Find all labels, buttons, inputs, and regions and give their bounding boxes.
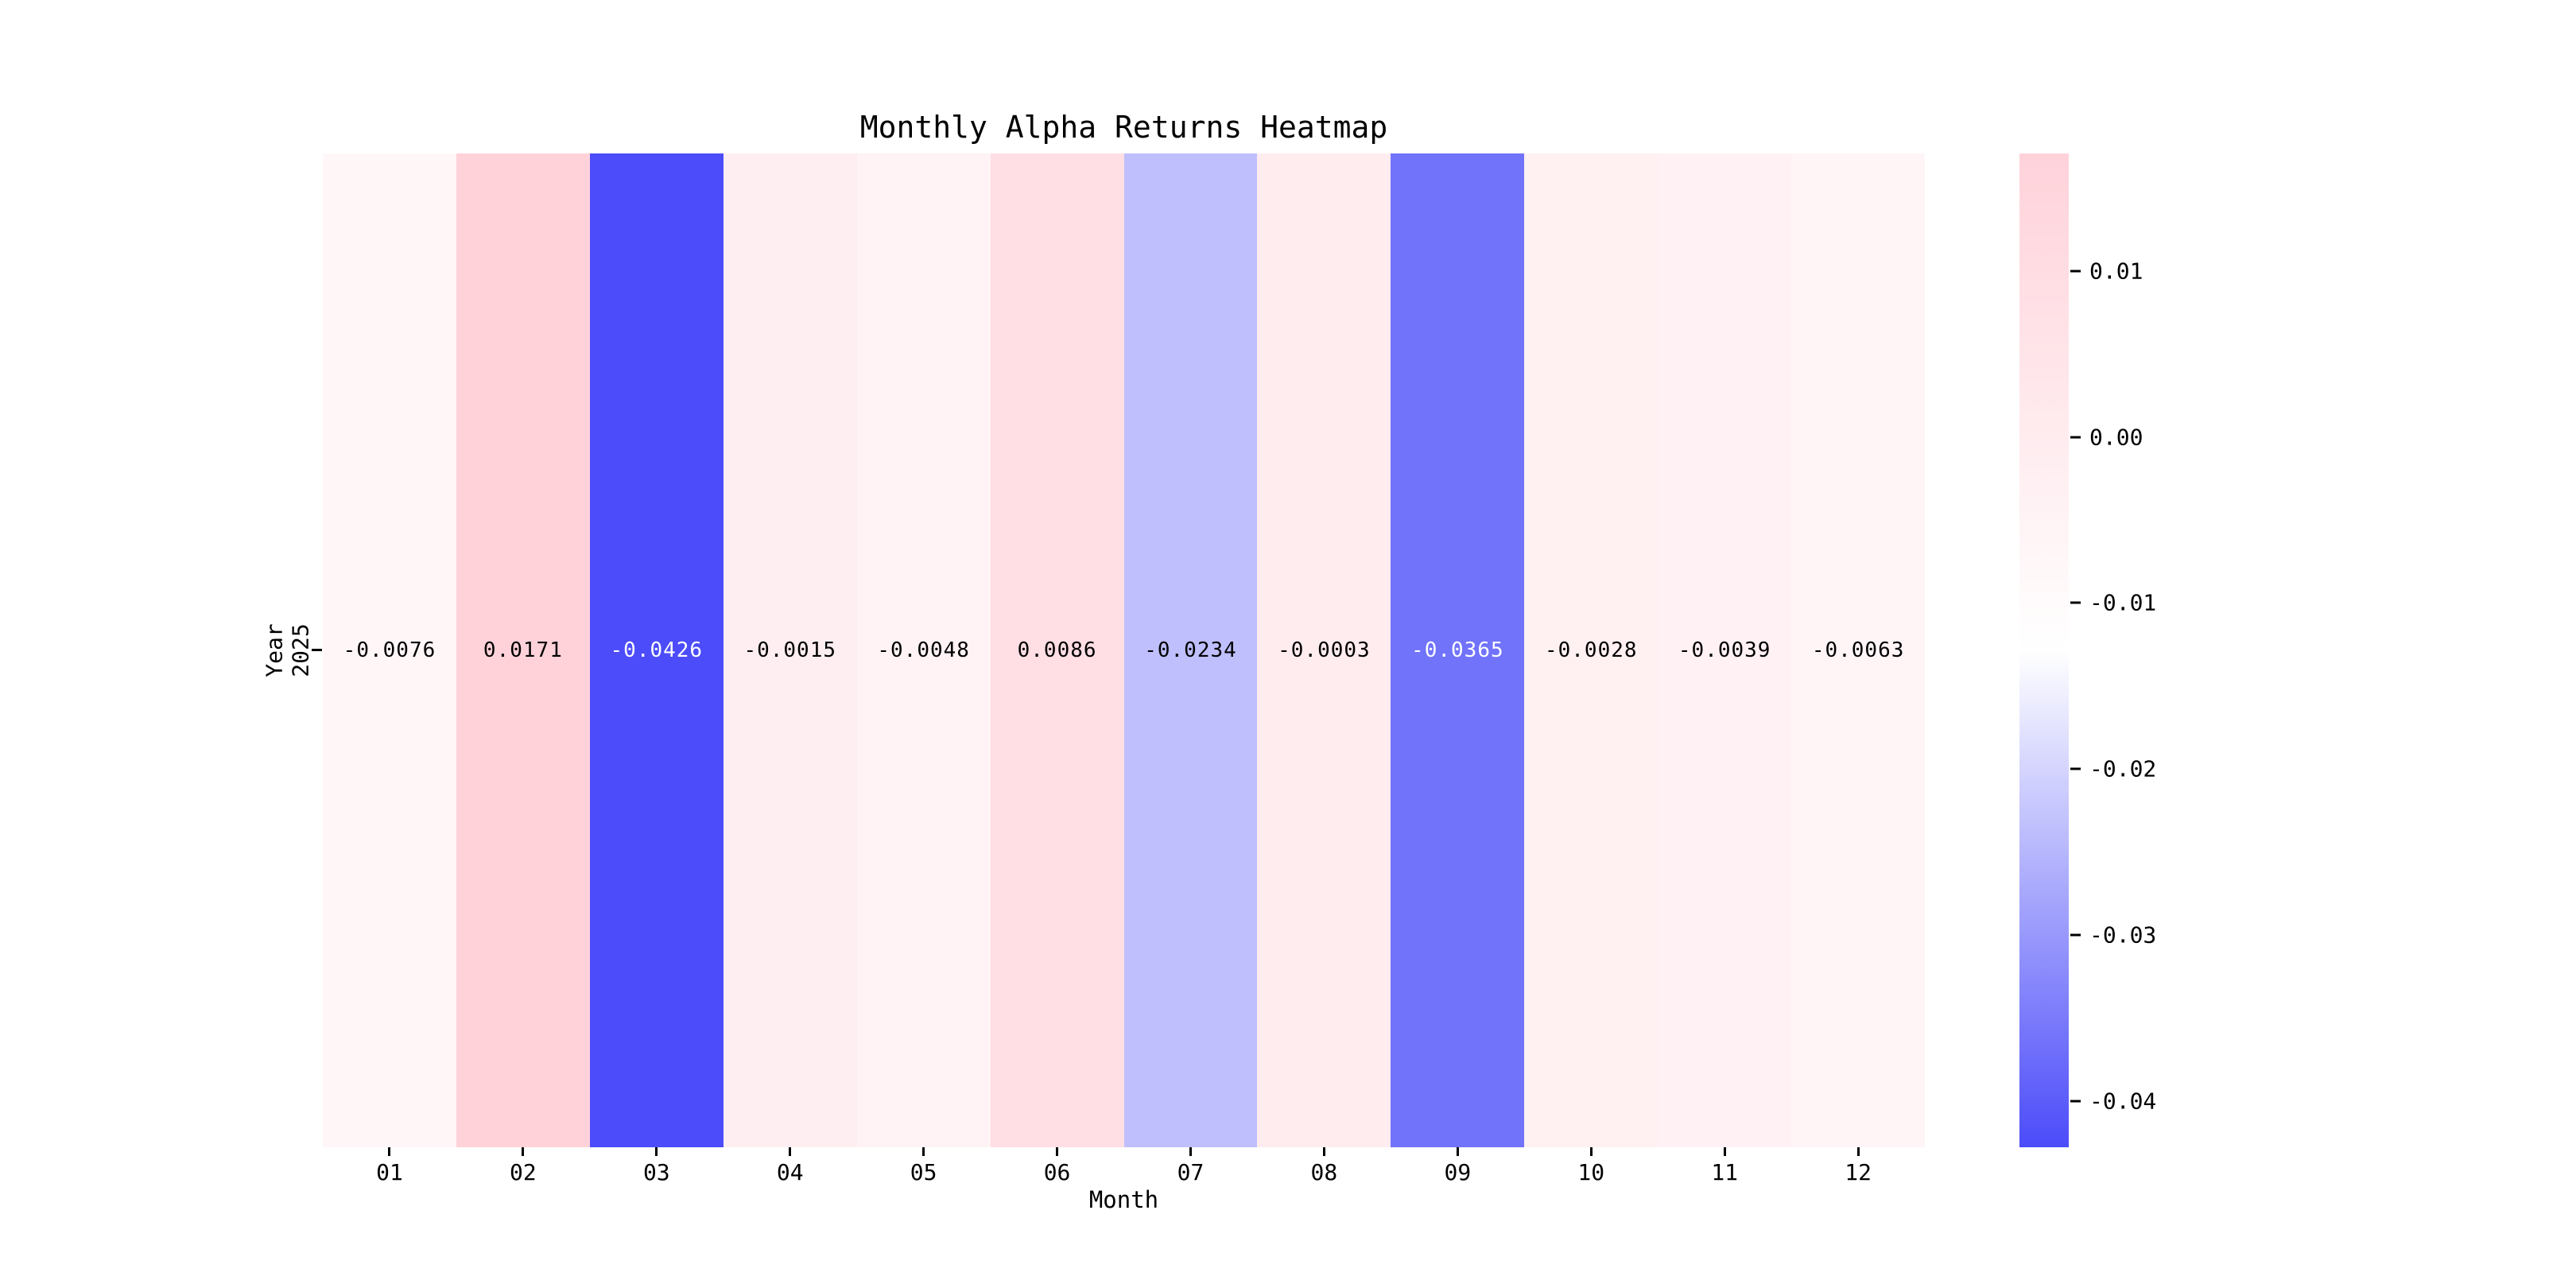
colorbar-tick-mark [2070, 601, 2081, 604]
x-tick-label: 08 [1310, 1159, 1338, 1185]
heatmap-cell-value: 0.0086 [1017, 638, 1097, 662]
x-tick-label: 04 [776, 1159, 804, 1185]
x-tick-label: 11 [1711, 1159, 1739, 1185]
colorbar-tick-label: -0.03 [2089, 921, 2157, 949]
x-tick-mark [789, 1147, 792, 1156]
x-tick-mark [1589, 1147, 1593, 1156]
x-tick-label: 01 [376, 1159, 403, 1185]
colorbar-tick-label: 0.01 [2089, 258, 2143, 285]
heatmap-cell-04: -0.0015 [723, 153, 857, 1147]
colorbar-gradient [2019, 153, 2069, 1147]
heatmap-cell-value: -0.0039 [1678, 638, 1771, 662]
x-tick-mark [522, 1147, 525, 1156]
x-tick-label: 10 [1577, 1159, 1605, 1185]
colorbar-tick-mark [2070, 767, 2081, 770]
x-tick-mark [1189, 1147, 1192, 1156]
x-tick-mark [1856, 1147, 1860, 1156]
y-axis-title: Year [261, 623, 288, 677]
heatmap-cell-10: -0.0028 [1524, 153, 1658, 1147]
heatmap-cell-12: -0.0063 [1791, 153, 1926, 1147]
heatmap-cell-value: -0.0015 [743, 638, 837, 662]
heatmap-cell-09: -0.0365 [1391, 153, 1525, 1147]
colorbar-tick-label: 0.00 [2089, 424, 2143, 451]
heatmap-cell-06: 0.0086 [990, 153, 1124, 1147]
x-axis-tick-labels: 01 02 03 04 05 06 07 08 09 10 11 12 [323, 1159, 1925, 1185]
x-tick-mark [1456, 1147, 1459, 1156]
x-tick-label: 07 [1177, 1159, 1205, 1185]
x-tick-mark [388, 1147, 391, 1156]
colorbar-tick-mark [2070, 933, 2081, 937]
colorbar-tick-label: -0.01 [2089, 589, 2157, 616]
x-tick-label: 06 [1043, 1159, 1071, 1185]
heatmap-cell-value: -0.0003 [1278, 638, 1371, 662]
heatmap-cell-value: 0.0171 [483, 638, 563, 662]
colorbar-tick-mark [2070, 1100, 2081, 1103]
chart-title: Monthly Alpha Returns Heatmap [859, 110, 1388, 145]
heatmap-cell-value: -0.0048 [877, 638, 970, 662]
heatmap-cell-value: -0.0076 [343, 638, 436, 662]
heatmap-cell-03: -0.0426 [589, 153, 724, 1147]
heatmap-cell-value: -0.0365 [1411, 638, 1504, 662]
y-tick-label-2025: 2025 [287, 623, 314, 677]
heatmap-cell-value: -0.0063 [1811, 638, 1905, 662]
x-tick-label: 05 [910, 1159, 937, 1185]
heatmap-cell-07: -0.0234 [1123, 153, 1258, 1147]
x-tick-label: 09 [1444, 1159, 1472, 1185]
x-tick-mark [655, 1147, 658, 1156]
heatmap-cell-value: -0.0426 [610, 638, 704, 662]
heatmap-cell-05: -0.0048 [856, 153, 991, 1147]
x-tick-mark [1322, 1147, 1325, 1156]
heatmap-cell-08: -0.0003 [1257, 153, 1391, 1147]
y-tick-mark [312, 649, 322, 651]
x-tick-label: 03 [642, 1159, 670, 1185]
colorbar-tick-mark [2070, 436, 2081, 439]
x-axis-title: Month [1088, 1186, 1159, 1213]
heatmap-cell-11: -0.0039 [1658, 153, 1792, 1147]
heatmap-cell-01: -0.0076 [323, 153, 456, 1147]
x-tick-mark [1723, 1147, 1726, 1156]
heatmap-cell-value: -0.0234 [1144, 638, 1237, 662]
heatmap-cell-02: 0.0171 [456, 153, 590, 1147]
x-tick-mark [922, 1147, 925, 1156]
x-tick-mark [1056, 1147, 1059, 1156]
heatmap-cell-value: -0.0028 [1544, 638, 1638, 662]
colorbar: 0.01 0.00 -0.01 -0.02 -0.03 -0.04 [2019, 153, 2226, 1147]
colorbar-tick-mark [2070, 270, 2081, 273]
x-tick-label: 12 [1845, 1159, 1872, 1185]
colorbar-tick-label: -0.02 [2089, 755, 2157, 782]
colorbar-tick-label: -0.04 [2089, 1088, 2157, 1115]
x-axis-tick-marks [323, 1147, 1925, 1156]
heatmap-grid: -0.0076 0.0171 -0.0426 -0.0015 -0.0048 0… [323, 153, 1926, 1147]
x-tick-label: 02 [510, 1159, 537, 1185]
